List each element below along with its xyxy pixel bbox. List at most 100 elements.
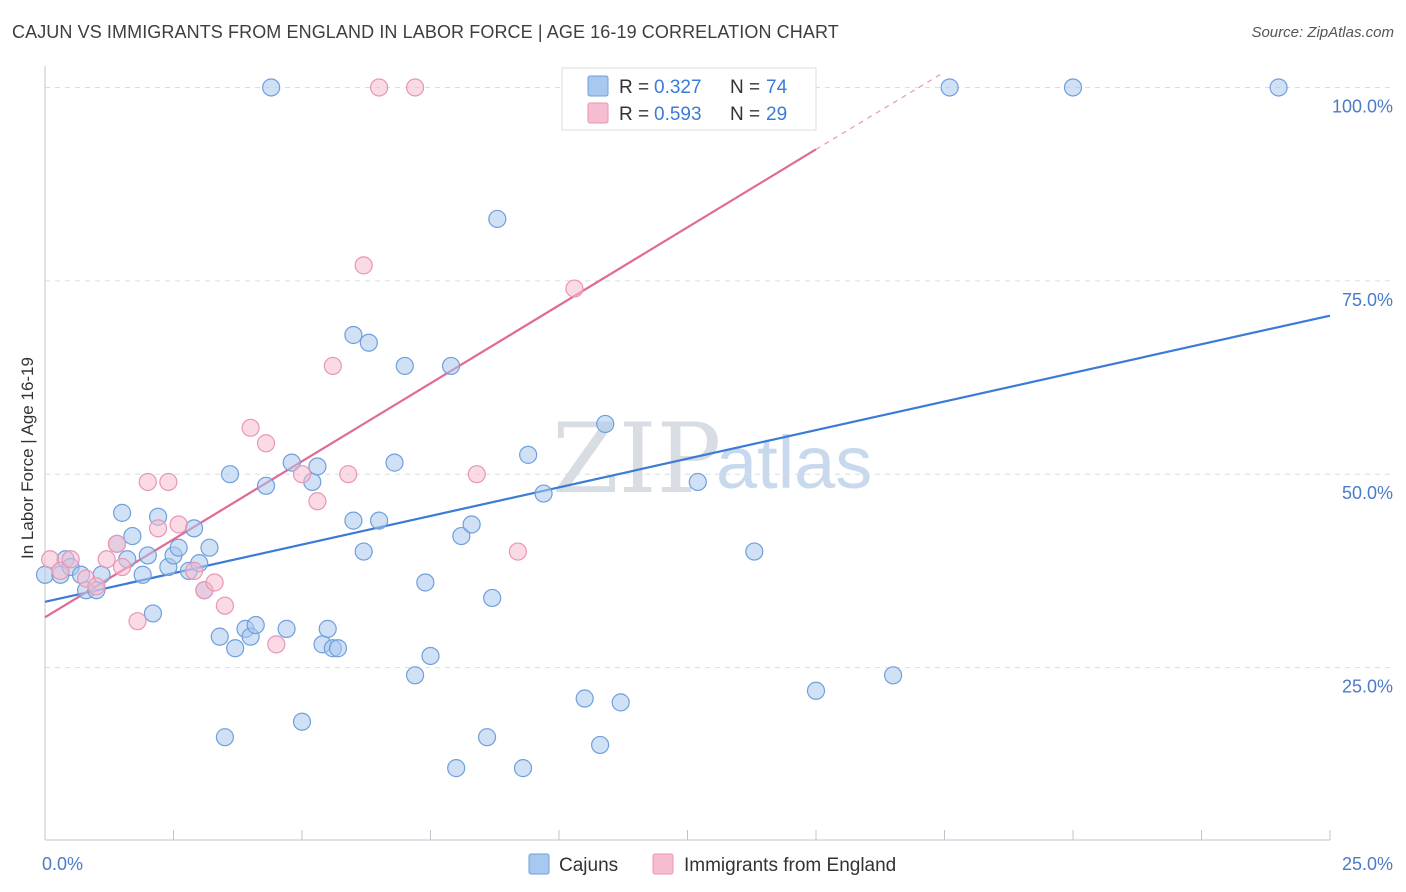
series-legend-swatch-england bbox=[652, 853, 674, 875]
data-point-england bbox=[267, 635, 286, 654]
legend-n-value-cajuns: 74 bbox=[766, 77, 788, 98]
y-axis-title: In Labor Force | Age 16-19 bbox=[18, 357, 37, 559]
data-point-england bbox=[205, 573, 224, 592]
data-point-cajuns bbox=[169, 538, 188, 557]
data-point-england bbox=[323, 356, 342, 376]
data-point-cajuns bbox=[328, 639, 348, 658]
data-point-cajuns bbox=[246, 615, 265, 635]
series-legend-label-england: Immigrants from England bbox=[684, 855, 896, 876]
y-tick-labels: 25.0% 50.0% 75.0% 100.0% bbox=[1332, 96, 1393, 696]
data-point-england bbox=[308, 492, 327, 511]
data-point-cajuns bbox=[519, 445, 538, 464]
data-point-cajuns bbox=[883, 666, 903, 685]
y-tick-label: 25.0% bbox=[1342, 677, 1393, 697]
legend-n-label-cajuns: N = bbox=[730, 77, 760, 98]
data-point-england bbox=[467, 465, 486, 484]
data-point-cajuns bbox=[215, 728, 234, 747]
gridlines bbox=[45, 86, 1392, 669]
data-point-cajuns bbox=[745, 542, 764, 561]
data-point-cajuns bbox=[220, 465, 240, 484]
axes bbox=[44, 66, 1331, 841]
data-point-england bbox=[87, 577, 106, 596]
data-point-england bbox=[51, 561, 70, 580]
data-point-cajuns bbox=[1063, 78, 1083, 97]
data-point-cajuns bbox=[184, 519, 204, 538]
data-point-cajuns bbox=[591, 735, 610, 755]
legend-swatch-cajuns bbox=[587, 75, 609, 97]
data-point-cajuns bbox=[405, 666, 425, 685]
trend-lines bbox=[44, 71, 1331, 619]
x-tick-label-max: 25.0% bbox=[1342, 854, 1393, 874]
data-point-cajuns bbox=[1269, 78, 1288, 97]
data-point-england bbox=[292, 465, 312, 484]
data-point-cajuns bbox=[282, 453, 301, 472]
legend-r-label-cajuns: R = bbox=[619, 77, 649, 98]
data-point-cajuns bbox=[256, 476, 276, 495]
chart-title: CAJUN VS IMMIGRANTS FROM ENGLAND IN LABO… bbox=[12, 22, 839, 42]
data-point-england bbox=[97, 550, 116, 569]
data-point-england bbox=[169, 515, 188, 534]
legend-n-value-england: 29 bbox=[766, 104, 787, 125]
data-point-cajuns bbox=[143, 604, 163, 623]
stats-legend: R = 0.327 N = 74 R = 0.593 N = 29 bbox=[561, 67, 817, 131]
data-point-cajuns bbox=[354, 542, 373, 561]
data-point-cajuns bbox=[483, 588, 502, 608]
data-point-cajuns bbox=[210, 627, 229, 646]
data-point-cajuns bbox=[447, 759, 466, 778]
data-point-cajuns bbox=[421, 646, 440, 666]
data-point-cajuns bbox=[534, 484, 553, 503]
data-point-england bbox=[148, 519, 168, 538]
y-tick-label: 100.0% bbox=[1332, 96, 1393, 116]
data-point-england bbox=[159, 472, 178, 492]
data-point-cajuns bbox=[488, 209, 507, 229]
trend-line-england bbox=[44, 148, 817, 619]
trend-line-cajuns bbox=[44, 314, 1331, 603]
data-point-cajuns bbox=[385, 453, 404, 472]
data-point-cajuns bbox=[262, 78, 281, 97]
data-point-england bbox=[184, 561, 204, 580]
legend-r-value-england: 0.593 bbox=[654, 104, 702, 125]
watermark-atlas: atlas bbox=[716, 421, 872, 504]
data-point-cajuns bbox=[441, 356, 461, 376]
data-point-england bbox=[112, 557, 132, 577]
data-point-england bbox=[241, 418, 260, 437]
data-point-cajuns bbox=[200, 538, 219, 557]
data-point-cajuns bbox=[318, 619, 337, 638]
data-point-cajuns bbox=[611, 693, 630, 712]
data-point-england bbox=[405, 78, 425, 97]
data-point-cajuns bbox=[308, 457, 327, 476]
data-point-england bbox=[61, 550, 80, 569]
data-point-england bbox=[215, 596, 234, 615]
y-tick-label: 75.0% bbox=[1342, 290, 1393, 310]
trend-line-england-extension bbox=[815, 71, 945, 150]
data-point-england bbox=[128, 612, 147, 631]
data-point-cajuns bbox=[416, 573, 435, 592]
data-point-cajuns bbox=[277, 619, 296, 638]
watermark: ZIP atlas bbox=[552, 403, 872, 515]
data-point-cajuns bbox=[452, 526, 471, 546]
data-point-cajuns bbox=[940, 78, 959, 97]
data-point-cajuns bbox=[370, 511, 389, 530]
data-point-cajuns bbox=[477, 728, 497, 747]
data-point-cajuns bbox=[806, 681, 826, 700]
data-point-cajuns bbox=[688, 472, 707, 492]
legend-n-label-england: N = bbox=[730, 104, 760, 125]
data-point-cajuns bbox=[513, 759, 533, 778]
data-point-cajuns bbox=[133, 565, 152, 584]
data-point-cajuns bbox=[395, 356, 414, 376]
legend-r-label-england: R = bbox=[619, 104, 649, 125]
data-point-cajuns bbox=[359, 333, 378, 352]
data-point-cajuns bbox=[35, 565, 55, 584]
data-point-england bbox=[370, 78, 389, 97]
data-point-cajuns bbox=[344, 511, 363, 530]
data-point-england bbox=[256, 434, 276, 453]
series-legend: Cajuns Immigrants from England bbox=[528, 853, 896, 876]
legend-swatch-england bbox=[587, 102, 609, 124]
data-point-england bbox=[354, 256, 373, 275]
data-point-england bbox=[107, 534, 127, 553]
watermark-zip: ZIP bbox=[552, 403, 721, 515]
x-tick-label-min: 0.0% bbox=[42, 854, 83, 874]
legend-r-value-cajuns: 0.327 bbox=[654, 77, 702, 98]
series-legend-swatch-cajuns bbox=[528, 853, 550, 875]
data-point-england bbox=[565, 279, 584, 298]
